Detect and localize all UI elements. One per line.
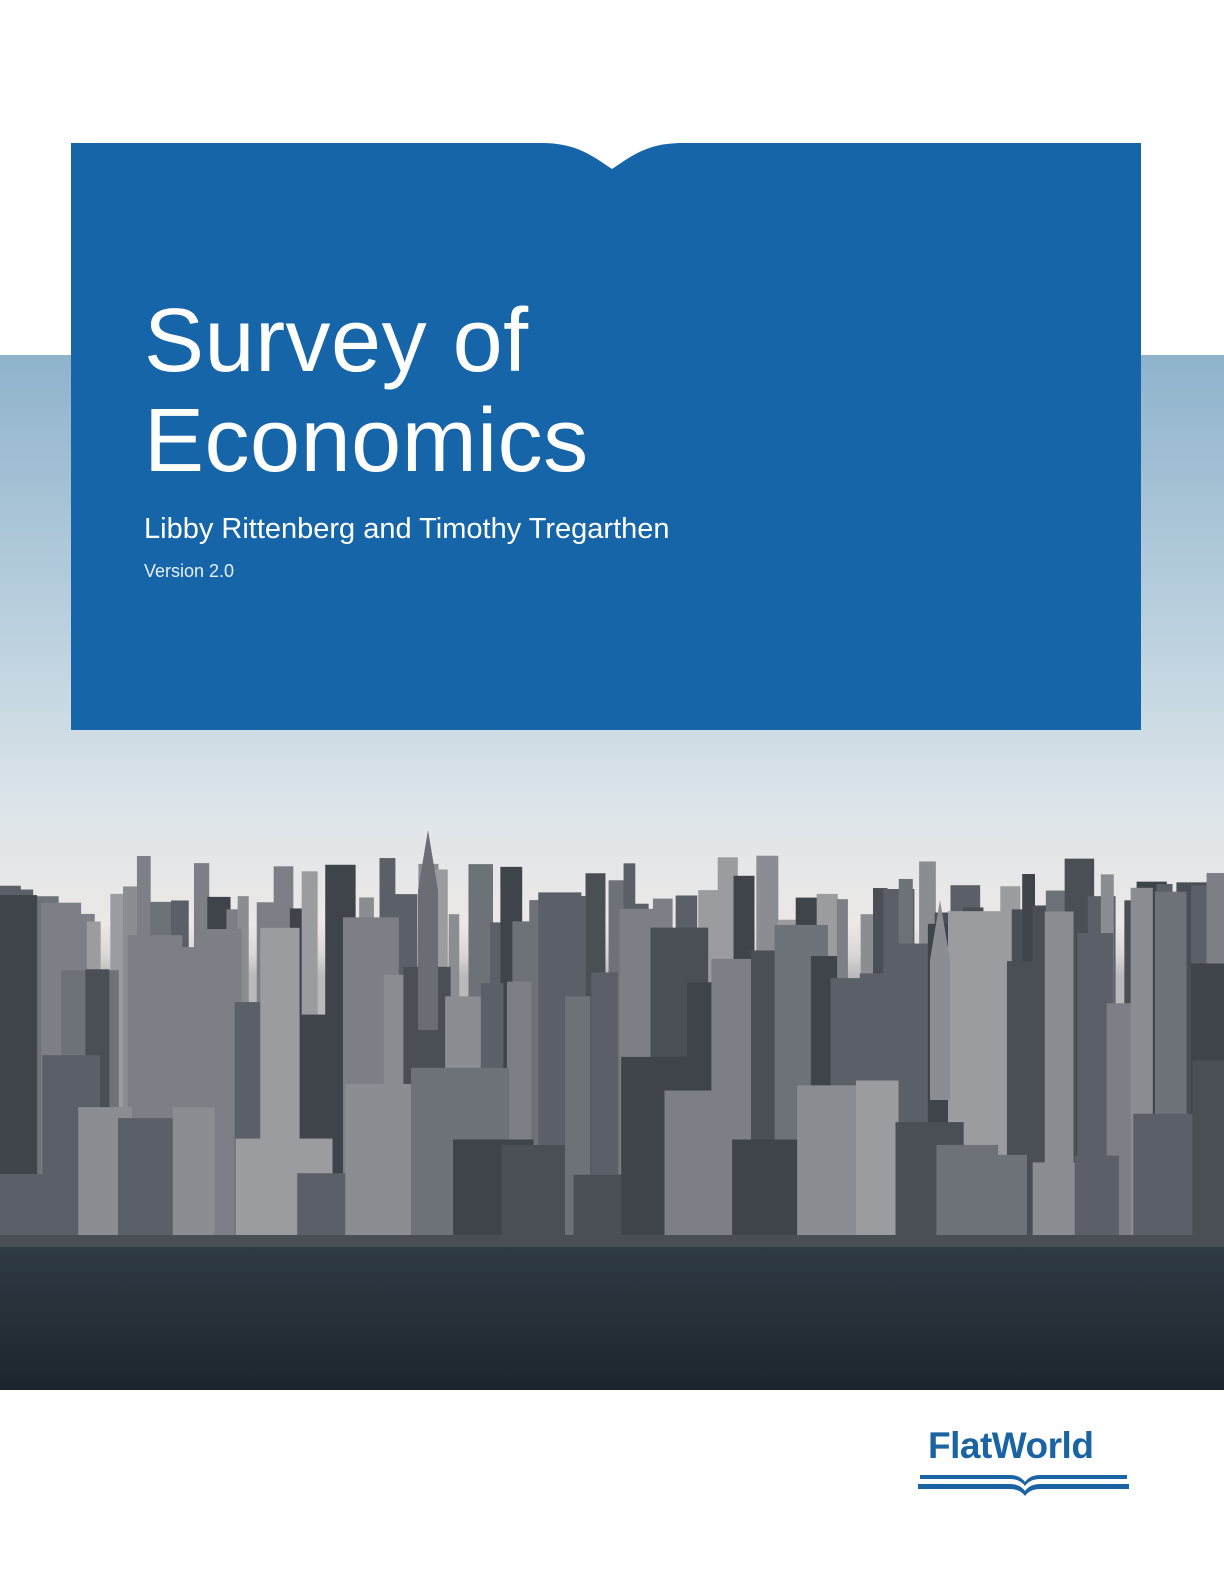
flatworld-logo: FlatWorld xyxy=(915,1425,1135,1505)
title-line-1: Survey of xyxy=(144,291,529,391)
open-book-icon xyxy=(918,1475,1129,1496)
building xyxy=(345,1083,416,1255)
building xyxy=(172,1107,215,1255)
skyscraper-spire xyxy=(418,830,438,1030)
book-authors: Libby Rittenberg and Timothy Tregarthen xyxy=(144,513,670,545)
skyscraper-spire xyxy=(930,900,950,1100)
waterfront xyxy=(0,1235,1224,1247)
building xyxy=(216,951,239,1275)
building xyxy=(118,1118,174,1255)
building xyxy=(529,900,541,1255)
title-panel: Survey of Economics Libby Rittenberg and… xyxy=(71,143,1141,730)
open-book-shape xyxy=(71,143,1141,730)
book-version: Version 2.0 xyxy=(144,561,235,581)
river-water xyxy=(0,1245,1224,1390)
building xyxy=(664,1090,726,1255)
skyline-illustration xyxy=(0,830,1224,1390)
building xyxy=(855,1080,899,1255)
logo-text: FlatWorld xyxy=(928,1425,1094,1466)
skyline-buildings xyxy=(0,830,1224,1275)
building xyxy=(1133,1113,1193,1255)
title-line-2: Economics xyxy=(144,391,589,491)
book-title: Survey of Economics xyxy=(144,291,589,491)
building xyxy=(1192,1060,1224,1255)
